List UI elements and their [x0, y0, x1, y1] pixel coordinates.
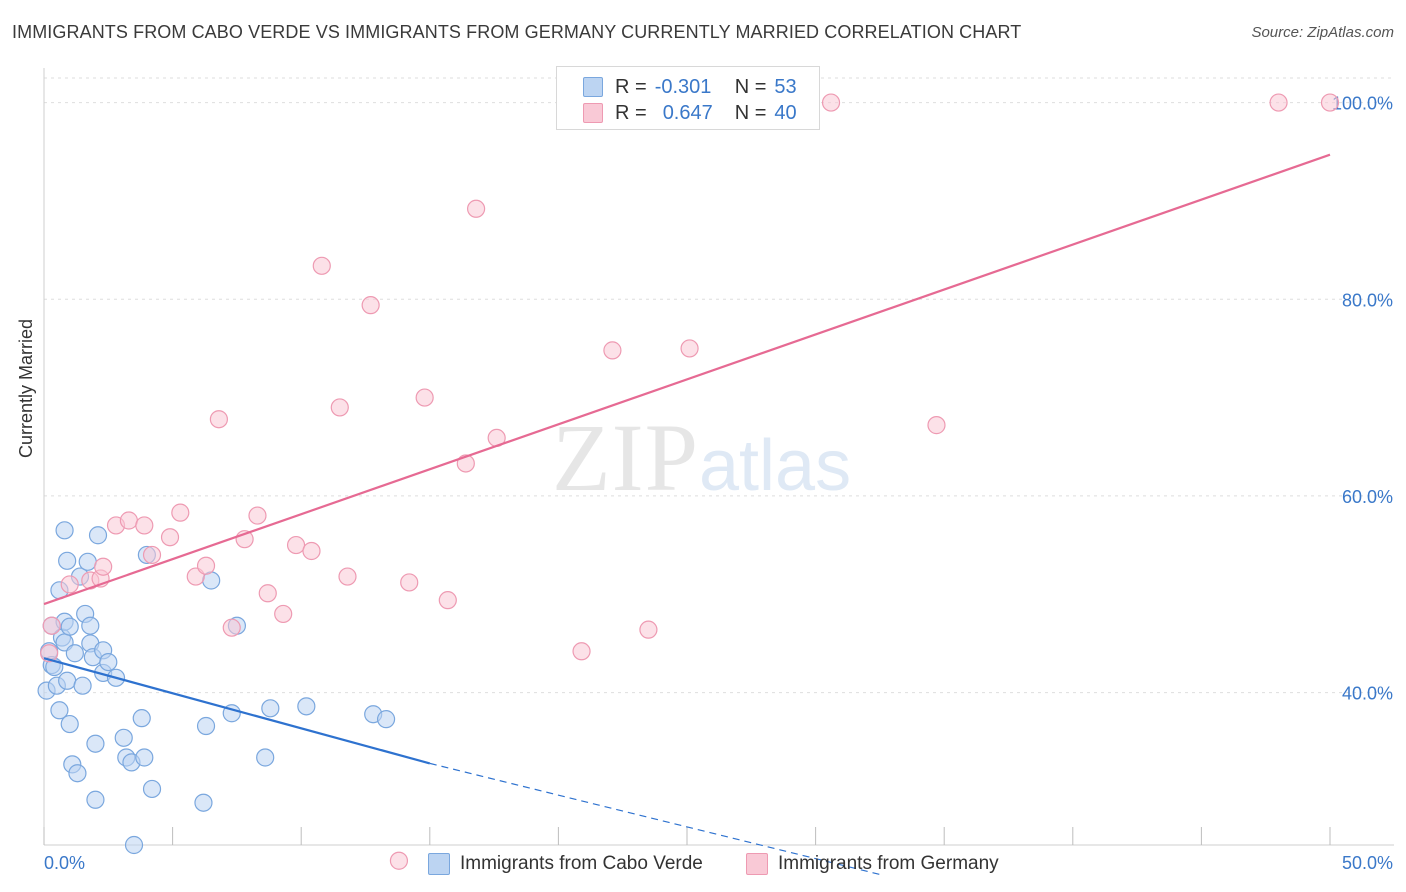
germany-point — [160, 528, 180, 547]
cabo-verde-point — [68, 764, 87, 783]
germany-points — [40, 93, 1340, 870]
cabo-verde-point — [58, 671, 77, 690]
germany-point — [142, 545, 162, 565]
cabo-verde-point — [50, 701, 69, 720]
y-axis-label: Currently Married — [16, 318, 36, 458]
legend-n-label: N = — [734, 101, 767, 124]
cabo-verde-trend-extension — [429, 762, 881, 876]
germany-point — [466, 199, 486, 218]
germany-point — [258, 584, 277, 603]
germany-point — [572, 642, 591, 661]
zipatlas-watermark: ZIPatlas — [552, 402, 851, 513]
watermark-zip: ZIP — [552, 404, 699, 511]
source-credit: Source: ZipAtlas.com — [1251, 24, 1394, 41]
legend-r-label: R = — [615, 75, 647, 98]
cabo-verde-point — [132, 709, 151, 728]
germany-point — [1320, 93, 1340, 112]
germany-point — [222, 618, 241, 637]
legend-swatch-pink — [583, 103, 603, 123]
cabo-verde-point — [297, 697, 316, 716]
legend-r-value: -0.301 — [654, 75, 712, 98]
germany-point — [400, 573, 419, 592]
germany-point — [60, 575, 79, 594]
germany-point — [42, 616, 61, 635]
cabo-verde-point — [124, 835, 144, 855]
y-tick-label: 40.0% — [1342, 684, 1393, 704]
legend-swatch-blue — [583, 77, 603, 97]
cabo-verde-point — [60, 714, 79, 734]
germany-point — [119, 511, 138, 530]
germany-point — [438, 591, 457, 610]
cabo-verde-point — [114, 728, 133, 747]
cabo-verde-point — [88, 526, 108, 545]
legend-n-value: 53 — [774, 75, 797, 98]
cabo-verde-point — [135, 748, 154, 767]
germany-point — [603, 341, 622, 360]
germany-point — [312, 256, 331, 275]
germany-point — [1269, 93, 1288, 112]
germany-point — [286, 535, 306, 555]
germany-point — [338, 567, 357, 586]
legend-r-value: 0.647 — [662, 101, 713, 124]
germany-point — [680, 339, 699, 358]
axes — [43, 68, 1394, 846]
cabo-verde-point — [142, 779, 162, 799]
germany-point — [821, 93, 841, 112]
cabo-verde-point — [58, 551, 77, 570]
chart-title: IMMIGRANTS FROM CABO VERDE VS IMMIGRANTS… — [12, 22, 1022, 42]
y-tick-label: 100.0% — [1332, 94, 1393, 114]
germany-point — [389, 851, 409, 870]
germany-point — [135, 516, 154, 535]
cabo-verde-point — [86, 790, 105, 809]
bottom-legend-label: Immigrants from Cabo Verde — [460, 853, 703, 874]
cabo-verde-point — [65, 644, 84, 663]
cabo-verde-point — [81, 616, 100, 635]
cabo-verde-point — [78, 552, 97, 571]
cabo-verde-point — [256, 748, 275, 767]
y-tick-label: 80.0% — [1342, 290, 1393, 310]
correlation-legend: R = -0.301 N = 53 R = 0.647 N = 40 — [556, 66, 820, 130]
trend-lines — [43, 153, 1331, 876]
germany-point — [196, 556, 216, 575]
germany-trend-line — [43, 153, 1331, 606]
cabo-verde-point — [261, 699, 280, 718]
y-tick-label: 60.0% — [1342, 487, 1393, 507]
germany-point — [361, 296, 380, 315]
cabo-verde-point — [196, 716, 216, 736]
germany-point — [639, 620, 658, 639]
cabo-verde-point — [60, 617, 79, 636]
tick-labels: 40.0% 60.0% 80.0% 100.0% 0.0% 50.0% — [44, 94, 1393, 873]
bottom-legend-swatch-pink — [746, 853, 768, 875]
legend-r-label: R = — [615, 101, 647, 124]
cabo-verde-point — [99, 652, 118, 672]
germany-point — [94, 557, 113, 576]
grid-lines — [44, 77, 1394, 694]
cabo-verde-point — [376, 710, 396, 729]
legend-n-label: N = — [734, 75, 767, 98]
watermark-atlas: atlas — [699, 426, 852, 506]
legend-n-value: 40 — [774, 101, 797, 124]
germany-point — [927, 416, 946, 435]
legend-row-germany: R = 0.647 N = 40 — [583, 101, 797, 125]
cabo-verde-point — [86, 734, 105, 753]
legend-row-cabo-verde: R = -0.301 N = 53 — [583, 75, 797, 99]
cabo-verde-trend-line — [43, 657, 431, 765]
germany-point — [248, 506, 267, 525]
x-tick-label: 0.0% — [44, 853, 85, 873]
germany-point — [274, 604, 293, 624]
cabo-verde-point — [73, 676, 92, 695]
bottom-legend-germany: Immigrants from Germany — [746, 852, 999, 876]
germany-point — [209, 410, 228, 429]
germany-point — [330, 398, 349, 417]
x-tick-label: 50.0% — [1342, 853, 1393, 873]
germany-point — [302, 541, 321, 561]
cabo-verde-point — [194, 793, 213, 812]
bottom-legend-cabo-verde: Immigrants from Cabo Verde — [428, 852, 703, 876]
germany-point — [171, 503, 190, 522]
bottom-legend-swatch-blue — [428, 853, 450, 875]
bottom-legend-label: Immigrants from Germany — [778, 853, 999, 874]
germany-point — [415, 388, 434, 407]
cabo-verde-point — [55, 521, 74, 540]
